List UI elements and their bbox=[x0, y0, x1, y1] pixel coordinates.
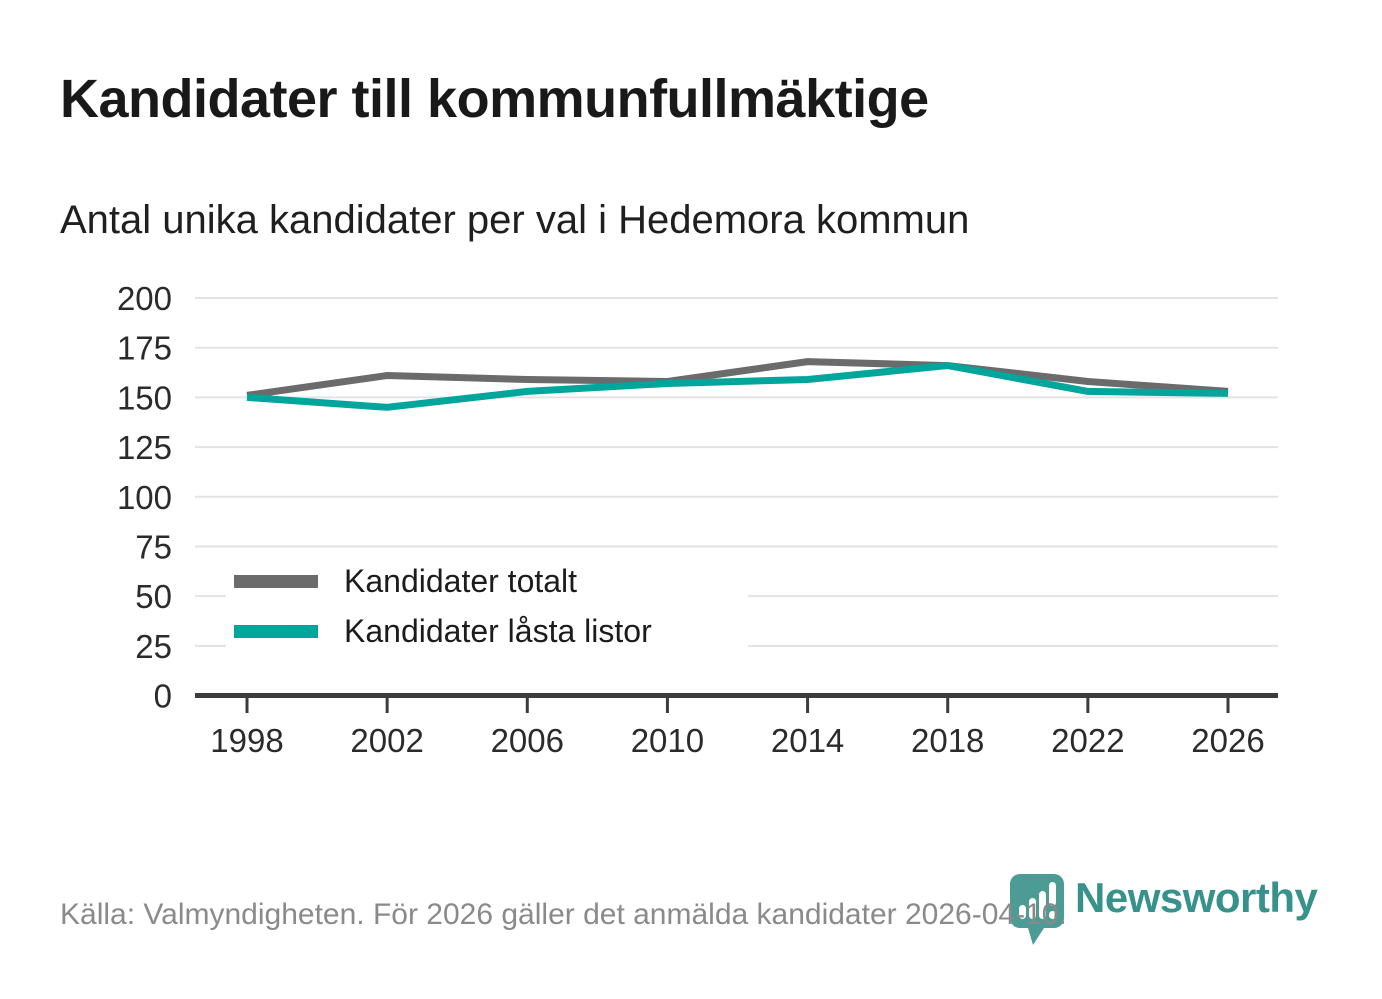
y-tick-label-50: 50 bbox=[135, 578, 172, 615]
legend-label-locked: Kandidater låsta listor bbox=[344, 612, 652, 649]
chart-legend: Kandidater totalt Kandidater låsta listo… bbox=[226, 554, 748, 660]
series-line-totalt bbox=[246, 358, 1229, 399]
newsworthy-wordmark: Newsworthy bbox=[1075, 874, 1318, 921]
y-tick-label-0: 0 bbox=[154, 678, 172, 715]
x-tick-label-2010: 2010 bbox=[631, 722, 704, 759]
x-tick-label-2026: 2026 bbox=[1191, 722, 1264, 759]
legend-item-total: Kandidater totalt bbox=[234, 560, 748, 602]
x-tick-label-1998: 1998 bbox=[210, 722, 283, 759]
chart-subtitle: Antal unika kandidater per val i Hedemor… bbox=[60, 198, 970, 242]
x-tick-label-2022: 2022 bbox=[1051, 722, 1124, 759]
legend-swatch-total bbox=[234, 574, 318, 588]
x-tick-label-2014: 2014 bbox=[771, 722, 844, 759]
y-tick-label-175: 175 bbox=[117, 330, 172, 367]
legend-swatch-locked bbox=[234, 624, 318, 638]
x-tick-label-2018: 2018 bbox=[911, 722, 984, 759]
y-tick-label-150: 150 bbox=[117, 379, 172, 416]
y-tick-label-125: 125 bbox=[117, 429, 172, 466]
newsworthy-logo: Newsworthy bbox=[1008, 872, 1318, 948]
series-line-lasta-listor bbox=[246, 362, 1229, 411]
page-title: Kandidater till kommunfullmäktige bbox=[60, 69, 929, 129]
x-tick-label-2006: 2006 bbox=[491, 722, 564, 759]
x-tick-label-2002: 2002 bbox=[350, 722, 423, 759]
legend-label-total: Kandidater totalt bbox=[344, 562, 578, 599]
newsworthy-pin-icon bbox=[1010, 874, 1064, 945]
source-note: Källa: Valmyndigheten. För 2026 gäller d… bbox=[60, 898, 1067, 931]
legend-item-locked: Kandidater låsta listor bbox=[234, 610, 748, 652]
y-tick-label-25: 25 bbox=[135, 628, 172, 665]
y-tick-label-100: 100 bbox=[117, 479, 172, 516]
y-tick-label-75: 75 bbox=[135, 528, 172, 565]
y-tick-label-200: 200 bbox=[117, 280, 172, 317]
